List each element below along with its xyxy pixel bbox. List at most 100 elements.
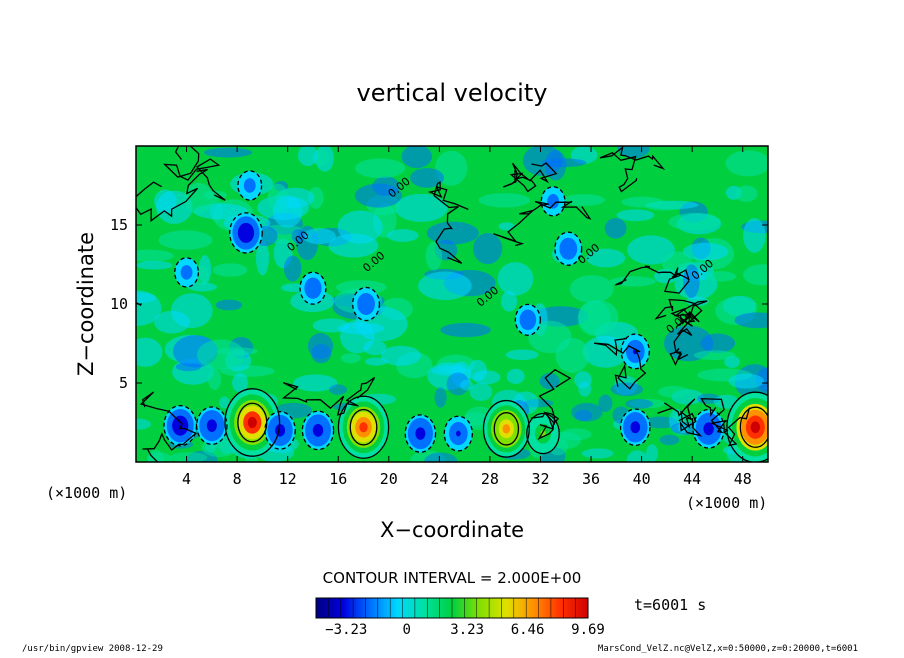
zero-contour: [599, 146, 666, 193]
feature-level: [551, 198, 556, 204]
field-patch: [604, 217, 627, 239]
field-patch: [365, 357, 388, 366]
field-patch: [136, 260, 173, 270]
field-patch: [704, 271, 737, 282]
feature-level: [310, 285, 316, 291]
field-patch: [659, 434, 680, 446]
field-patch: [136, 337, 163, 367]
colorbar-tick-label: 0: [403, 622, 411, 638]
x-unit-right: (×1000 m): [686, 494, 767, 512]
field-patch: [387, 229, 419, 242]
field-patch: [700, 333, 736, 354]
field-patch: [232, 373, 248, 393]
field-patch: [682, 242, 729, 261]
field-patch: [394, 193, 448, 222]
field-patch: [625, 398, 653, 409]
field-patch: [154, 310, 190, 334]
field-patch: [497, 262, 534, 296]
field-patch: [308, 186, 324, 209]
field-patch: [297, 146, 318, 167]
feature-level: [247, 183, 252, 188]
feature-contour: [299, 271, 327, 305]
field-patch: [657, 385, 690, 398]
chart-title: vertical velocity: [357, 79, 548, 107]
field-patch: [662, 251, 693, 276]
field-patch: [354, 183, 402, 208]
field-patch: [562, 194, 606, 206]
field-patch: [328, 233, 379, 258]
feature-level: [363, 301, 369, 307]
field-patch: [187, 282, 217, 292]
field-patch: [460, 379, 474, 391]
x-axis: 4 8 12 16 20 24 28 32 36 40 44 48: [182, 146, 752, 488]
field-patch: [440, 322, 491, 338]
field-patch: [725, 150, 768, 177]
field-patch: [340, 353, 361, 364]
field-patch: [581, 448, 614, 459]
field-patch: [743, 264, 768, 286]
colorbar: −3.23 0 3.23 6.46 9.69: [315, 597, 605, 638]
field-patch: [505, 349, 539, 361]
field-patch: [577, 300, 611, 336]
feature-level: [359, 422, 368, 433]
zero-contour: [162, 146, 226, 201]
field-patch: [203, 147, 253, 158]
feature-level: [705, 425, 712, 433]
feature-level: [315, 427, 321, 434]
feature-level: [455, 430, 461, 437]
time-label: t=6001 s: [634, 596, 706, 614]
field-patch: [219, 396, 230, 409]
field-patch: [291, 229, 305, 244]
x-tick-label: 4: [182, 470, 191, 488]
field-patch: [136, 290, 162, 326]
zero-contour: [654, 298, 703, 327]
x-tick-label: 48: [734, 470, 752, 488]
field-patch: [183, 182, 214, 214]
field-patch: [434, 387, 447, 408]
field-patch: [686, 296, 709, 307]
x-tick-label: 32: [531, 470, 549, 488]
y-tick-label: 10: [110, 295, 128, 313]
field-patch: [410, 167, 444, 188]
feature-contour: [540, 186, 566, 217]
field-patch: [586, 248, 626, 268]
zero-contour: [657, 398, 703, 437]
feature-level: [209, 422, 215, 429]
feature-level: [247, 416, 257, 429]
field-patch: [283, 255, 302, 282]
zero-contour: [136, 301, 142, 306]
field-patch: [329, 384, 347, 395]
field-patch: [569, 275, 614, 303]
field-patch: [424, 452, 458, 462]
x-tick-label: 16: [329, 470, 347, 488]
field-patch: [473, 233, 503, 265]
zero-contour: [493, 200, 592, 247]
field-patch: [197, 339, 245, 370]
feature-contour: [443, 415, 473, 452]
zero-contour: [503, 162, 558, 193]
field-patch: [693, 350, 736, 361]
feature-contour: [726, 391, 768, 462]
feature-contour: [337, 395, 390, 459]
feature-contour: [554, 231, 583, 266]
y-tick-label: 5: [119, 374, 128, 392]
field-patch: [598, 394, 613, 412]
field-patch: [256, 240, 269, 276]
x-tick-label: 12: [279, 470, 297, 488]
feature-level: [632, 424, 638, 431]
field-patch: [307, 333, 334, 360]
footer-program: /usr/bin/gpview 2008-12-29: [22, 644, 163, 654]
x-tick-label: 28: [481, 470, 499, 488]
field-patch: [555, 338, 590, 373]
feature-level: [243, 229, 249, 237]
x-axis-label: X−coordinate: [380, 518, 524, 542]
feature-contour: [404, 414, 437, 453]
field-patch: [293, 374, 338, 392]
feature-level: [417, 430, 423, 437]
footer-source: MarsCond_VelZ.nc@VelZ,x=0:50000,z=0:2000…: [598, 644, 858, 654]
feature-contour-inner: [237, 402, 268, 443]
field-patch: [212, 263, 248, 277]
feature-contour: [301, 410, 335, 451]
